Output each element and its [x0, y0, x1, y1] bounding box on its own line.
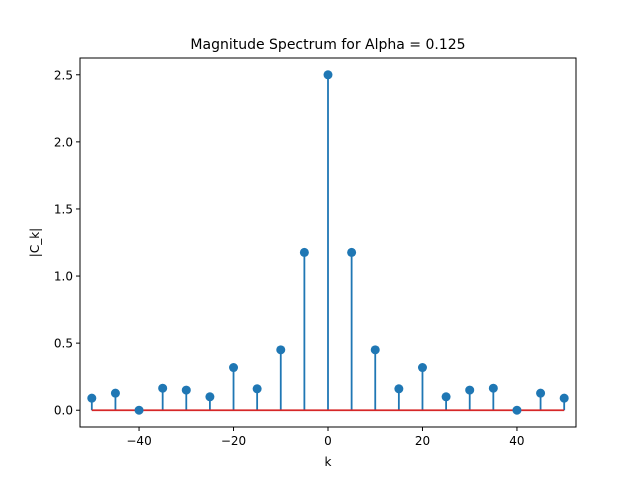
stem-marker — [134, 405, 144, 415]
y-tick-label: 1.0 — [54, 270, 73, 284]
x-axis-title: k — [325, 455, 332, 469]
stem-marker — [488, 383, 498, 393]
x-tick-label: −20 — [221, 434, 246, 448]
stem-marker — [536, 388, 546, 398]
y-tick-label: 0.5 — [54, 337, 73, 351]
y-tick-label: 2.5 — [54, 68, 73, 82]
stem-marker — [158, 383, 168, 393]
stem-marker — [394, 384, 404, 394]
stem-marker — [465, 385, 475, 395]
x-tick-label: 0 — [324, 434, 332, 448]
stem-marker — [276, 345, 286, 355]
stem-marker — [417, 363, 427, 373]
x-tick-label: 20 — [415, 434, 430, 448]
stem-marker — [441, 392, 451, 402]
stem-marker — [323, 70, 333, 80]
x-tick-label: −40 — [126, 434, 151, 448]
x-axis: −40 −20 0 20 40 — [126, 427, 525, 448]
stem-marker — [347, 247, 357, 257]
stem-marker — [229, 363, 239, 373]
x-tick-label: 40 — [509, 434, 524, 448]
y-tick-label: 1.5 — [54, 202, 73, 216]
plot-area — [87, 70, 569, 415]
stem-marker — [181, 385, 191, 395]
y-axis-title: |C_k| — [28, 228, 42, 257]
stem-marker — [512, 405, 522, 415]
stem-marker — [370, 345, 380, 355]
stem-marker — [87, 393, 97, 403]
stem-marker — [110, 388, 120, 398]
stem-marker — [299, 247, 309, 257]
y-tick-label: 2.0 — [54, 135, 73, 149]
stem-marker — [252, 384, 262, 394]
chart-title: Magnitude Spectrum for Alpha = 0.125 — [190, 37, 465, 53]
y-tick-label: 0.0 — [54, 404, 73, 418]
stem-marker — [205, 392, 215, 402]
y-axis: 0.0 0.5 1.0 1.5 2.0 2.5 — [54, 68, 80, 418]
stem-marker — [559, 393, 569, 403]
